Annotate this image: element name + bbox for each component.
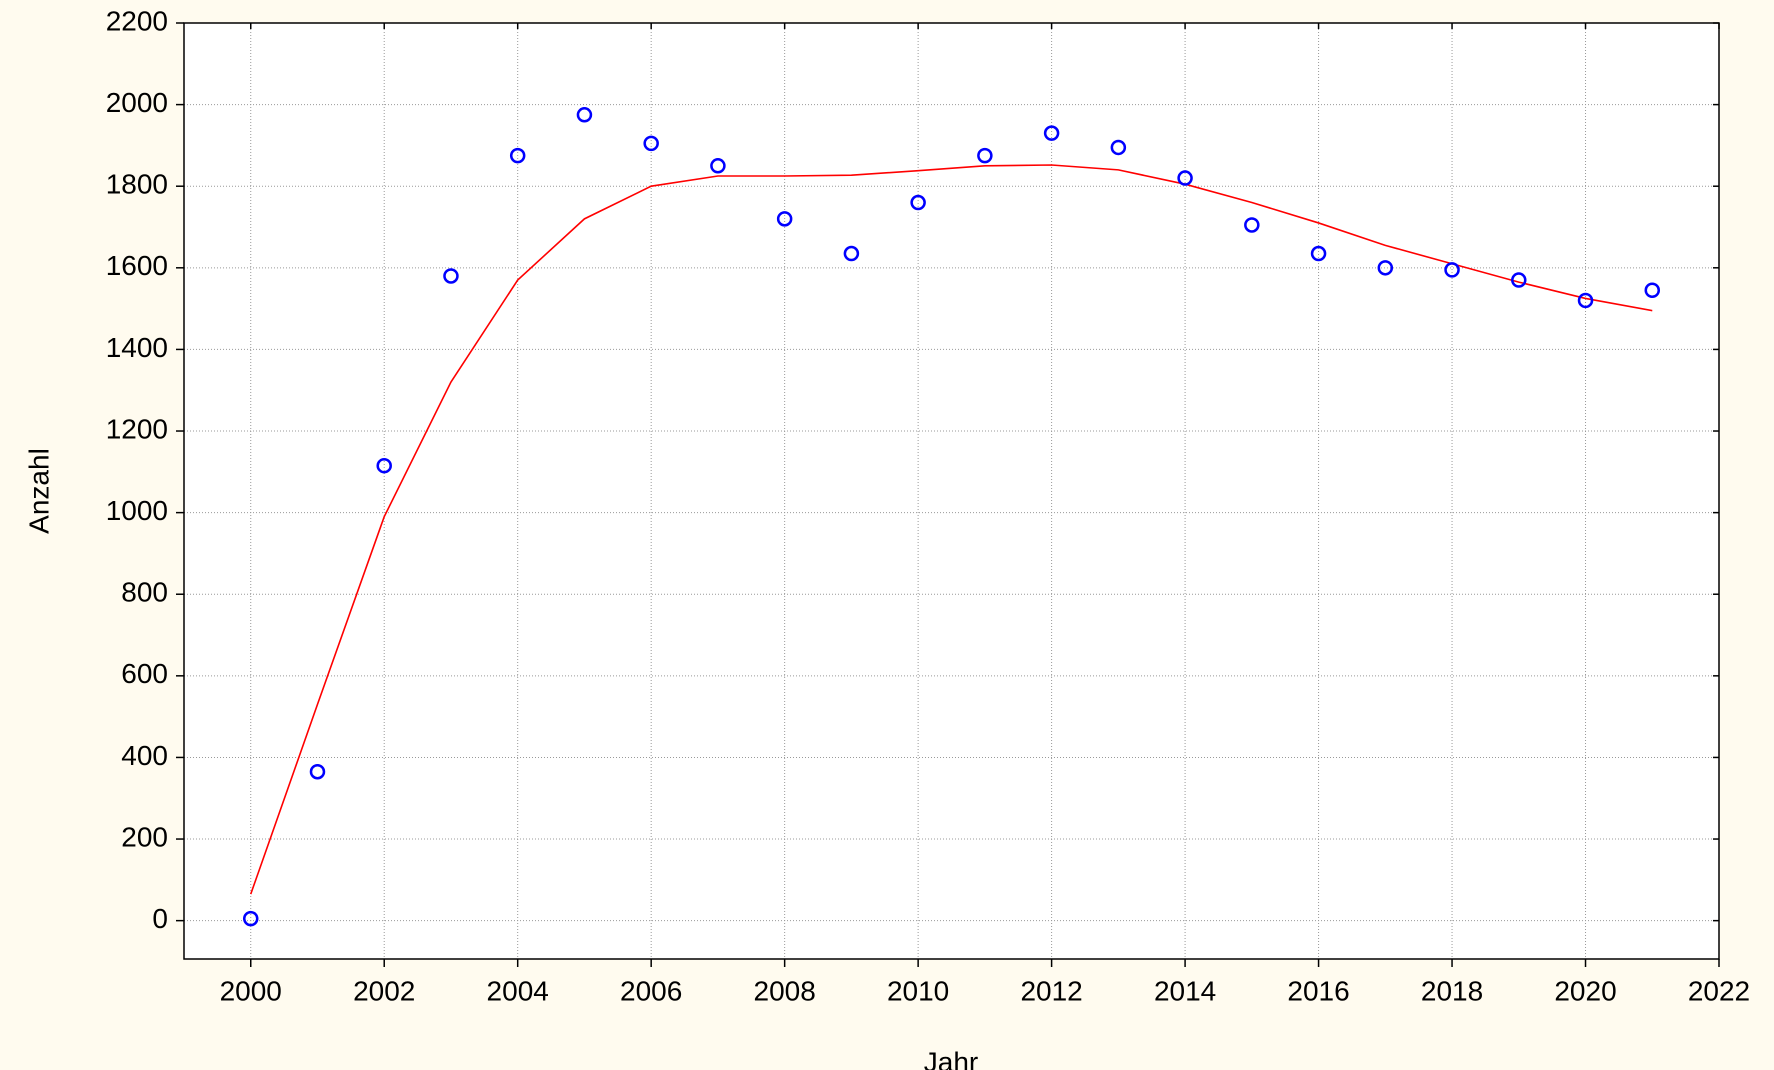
x-axis-label: Jahr — [924, 1046, 978, 1070]
y-tick-label: 600 — [121, 658, 168, 689]
x-tick-label: 2010 — [887, 975, 949, 1006]
data-point — [1244, 217, 1260, 233]
y-tick-label: 1600 — [106, 250, 168, 281]
data-point — [376, 457, 392, 474]
data-point — [776, 211, 793, 227]
data-point — [1511, 272, 1527, 288]
x-tick-label: 2000 — [220, 975, 282, 1006]
data-point — [1444, 262, 1460, 278]
x-tick-label: 2004 — [487, 975, 549, 1006]
x-tick-label: 2006 — [620, 975, 682, 1006]
y-tick-label: 200 — [121, 821, 168, 852]
data-point — [1377, 260, 1394, 276]
data-point — [1577, 292, 1594, 309]
y-tick-label: 800 — [121, 577, 168, 608]
data-point — [242, 910, 259, 927]
x-tick-label: 2020 — [1554, 975, 1616, 1006]
data-point — [309, 763, 326, 780]
data-point — [643, 135, 659, 152]
y-tick-label: 2200 — [106, 5, 168, 36]
x-tick-label: 2012 — [1020, 975, 1082, 1006]
y-tick-label: 2000 — [106, 87, 168, 118]
plot-frame — [183, 22, 1720, 960]
data-point — [443, 268, 459, 284]
y-tick-label: 1400 — [106, 332, 168, 363]
data-point — [843, 245, 860, 262]
plot-area — [184, 23, 1719, 959]
x-tick-label: 2002 — [353, 975, 415, 1006]
y-tick-label: 400 — [121, 740, 168, 771]
data-point — [576, 107, 593, 123]
y-tick-label: 1800 — [106, 169, 168, 200]
y-axis-label: Anzahl — [23, 448, 54, 534]
data-point — [1644, 282, 1661, 299]
y-tick-label: 1200 — [106, 413, 168, 444]
y-tick-label: 1000 — [106, 495, 168, 526]
data-point — [910, 194, 926, 211]
data-point — [710, 158, 726, 174]
fit-line — [249, 164, 1653, 895]
data-point — [977, 147, 993, 164]
data-point — [509, 147, 526, 164]
x-tick-label: 2016 — [1287, 975, 1349, 1006]
x-tick-label: 2018 — [1421, 975, 1483, 1006]
x-tick-label: 2014 — [1154, 975, 1216, 1006]
data-point — [1310, 245, 1327, 262]
x-tick-label: 2022 — [1688, 975, 1750, 1006]
data-point — [1043, 125, 1060, 141]
data-point — [1110, 139, 1127, 156]
y-tick-label: 0 — [152, 903, 168, 934]
data-point — [1177, 170, 1193, 186]
x-tick-label: 2008 — [754, 975, 816, 1006]
